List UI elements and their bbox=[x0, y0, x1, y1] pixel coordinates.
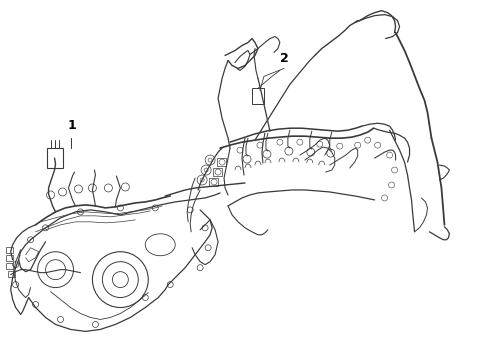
Bar bbox=[217, 158, 226, 166]
Bar bbox=[252, 88, 264, 104]
Bar bbox=[8, 271, 15, 276]
Text: 2: 2 bbox=[279, 53, 288, 66]
Bar bbox=[6, 255, 13, 261]
Bar bbox=[6, 263, 13, 269]
Bar bbox=[213, 168, 222, 176]
Text: 1: 1 bbox=[67, 119, 76, 132]
Bar bbox=[47, 148, 63, 168]
Bar bbox=[6, 247, 13, 253]
Bar bbox=[209, 178, 218, 186]
